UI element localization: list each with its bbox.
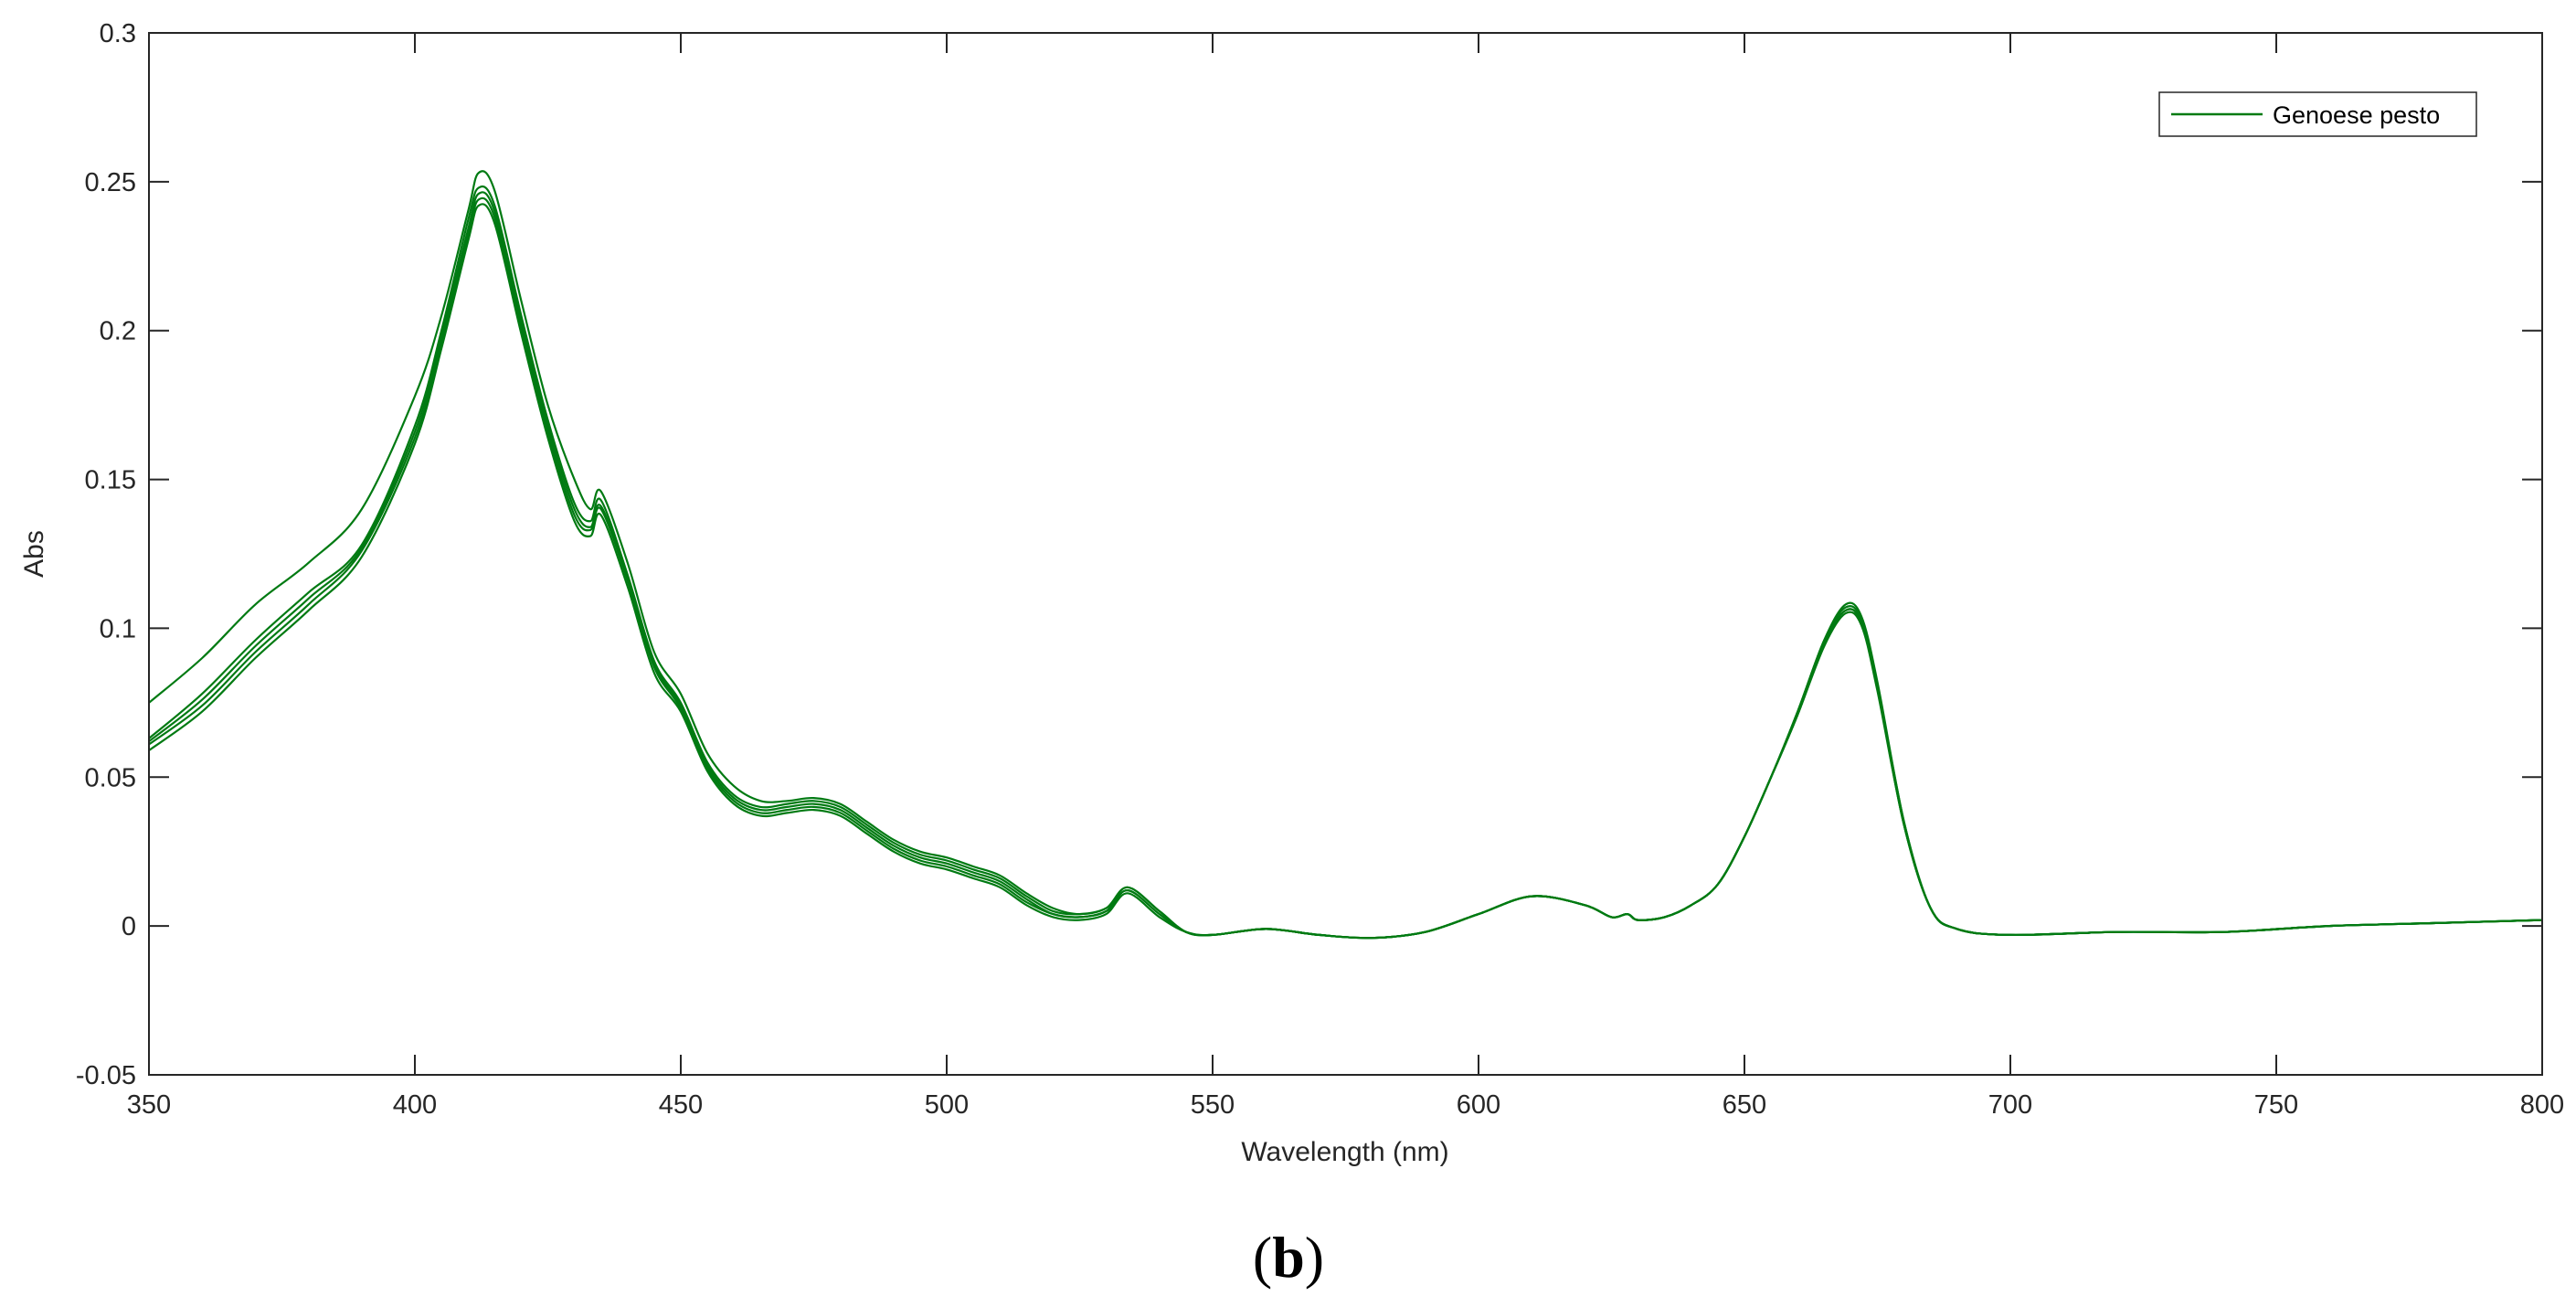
- x-tick-label: 700: [1988, 1090, 2032, 1120]
- y-tick-label: 0: [122, 912, 136, 941]
- y-tick-label: 0.1: [100, 614, 136, 643]
- panel-label-open: (: [1253, 1225, 1272, 1290]
- y-tick-label: 0.15: [85, 466, 136, 495]
- y-tick-label: 0.3: [100, 19, 136, 48]
- y-tick-label: 0.25: [85, 168, 136, 197]
- tick-layer: 350 400 450 500 550 600 650 700 750 800 -0.05 0 0.05…: [76, 19, 2564, 1120]
- x-tick-label: 550: [1191, 1090, 1235, 1120]
- y-tick-label: 0.2: [100, 317, 136, 346]
- y-tick-label: 0.05: [85, 763, 136, 792]
- legend-entry-genoese-pesto: Genoese pesto: [2273, 101, 2440, 129]
- legend: Genoese pesto: [2158, 91, 2477, 137]
- x-axis-label: Wavelength (nm): [1241, 1137, 1448, 1167]
- x-tick-label: 450: [659, 1090, 703, 1120]
- x-tick-label: 800: [2520, 1090, 2564, 1120]
- panel-label-letter: b: [1272, 1225, 1305, 1290]
- x-tick-label: 750: [2254, 1090, 2298, 1120]
- spectrum-line-5: [148, 203, 2543, 940]
- x-tick-label: 650: [1723, 1090, 1766, 1120]
- panel-label: (b): [1253, 1225, 1324, 1290]
- plot-area-background: [149, 33, 2542, 1075]
- x-tick-label: 600: [1457, 1090, 1500, 1120]
- panel-label-close: ): [1305, 1225, 1324, 1290]
- series-layer: [148, 170, 2543, 940]
- x-tick-label: 400: [393, 1090, 437, 1120]
- x-tick-label: 500: [925, 1090, 969, 1120]
- y-axis-label: Abs: [19, 530, 49, 578]
- plot-frame: [148, 32, 2543, 1076]
- x-tick-label: 350: [127, 1090, 171, 1120]
- y-tick-label: -0.05: [76, 1061, 136, 1090]
